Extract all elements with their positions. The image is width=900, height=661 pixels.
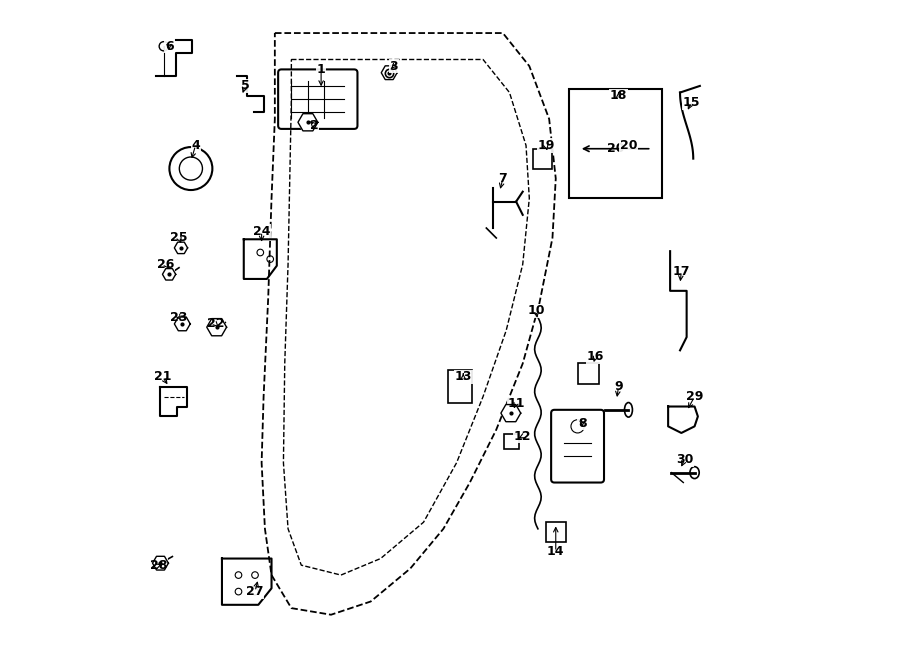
Polygon shape [175, 317, 190, 330]
Text: 28: 28 [150, 559, 167, 572]
Text: 2: 2 [310, 119, 319, 132]
Polygon shape [160, 387, 187, 416]
Text: 15: 15 [682, 96, 700, 109]
Text: 6: 6 [165, 40, 174, 53]
Polygon shape [668, 407, 698, 433]
Text: 20: 20 [620, 139, 637, 152]
Text: 23: 23 [170, 311, 188, 324]
Ellipse shape [571, 420, 584, 433]
Ellipse shape [159, 42, 168, 51]
Ellipse shape [690, 467, 699, 479]
Ellipse shape [179, 157, 203, 180]
Text: 27: 27 [247, 585, 264, 598]
Text: 5: 5 [240, 79, 249, 93]
Text: 21: 21 [154, 370, 171, 383]
Bar [569, 89, 662, 198]
Text: 25: 25 [170, 231, 188, 245]
Text: 18: 18 [610, 89, 627, 102]
Text: 14: 14 [547, 545, 564, 559]
Polygon shape [501, 405, 521, 422]
Ellipse shape [169, 147, 212, 190]
Ellipse shape [235, 588, 242, 595]
Bar [448, 370, 472, 403]
Polygon shape [163, 268, 176, 280]
Text: 22: 22 [207, 317, 224, 330]
Text: 4: 4 [191, 139, 200, 152]
Polygon shape [175, 242, 187, 254]
Text: 10: 10 [527, 304, 544, 317]
Bar [578, 363, 599, 384]
Polygon shape [382, 66, 397, 79]
Ellipse shape [625, 403, 633, 417]
Text: 19: 19 [537, 139, 554, 152]
Text: 29: 29 [686, 390, 703, 403]
FancyBboxPatch shape [551, 410, 604, 483]
Ellipse shape [267, 256, 274, 262]
Text: 8: 8 [578, 416, 587, 430]
Text: 26: 26 [158, 258, 175, 271]
Polygon shape [222, 559, 272, 605]
Ellipse shape [252, 572, 258, 578]
Text: 13: 13 [454, 370, 472, 383]
Bar [503, 434, 519, 449]
Text: 11: 11 [508, 397, 525, 410]
Ellipse shape [252, 588, 258, 595]
Text: 7: 7 [499, 172, 508, 185]
Polygon shape [153, 557, 168, 570]
Polygon shape [298, 114, 318, 131]
Text: 24: 24 [253, 225, 270, 238]
Text: 12: 12 [514, 430, 532, 443]
Text: 17: 17 [672, 264, 690, 278]
Text: 1: 1 [317, 63, 326, 76]
FancyBboxPatch shape [278, 69, 357, 129]
Text: 9: 9 [614, 380, 623, 393]
Text: 20: 20 [607, 142, 624, 155]
Ellipse shape [235, 572, 242, 578]
Text: 3: 3 [390, 59, 398, 73]
Ellipse shape [257, 249, 264, 256]
Polygon shape [207, 319, 227, 336]
Text: 16: 16 [587, 350, 604, 364]
Bar [533, 149, 553, 169]
Text: 30: 30 [676, 453, 693, 466]
Polygon shape [244, 239, 277, 279]
Bar [545, 522, 566, 542]
